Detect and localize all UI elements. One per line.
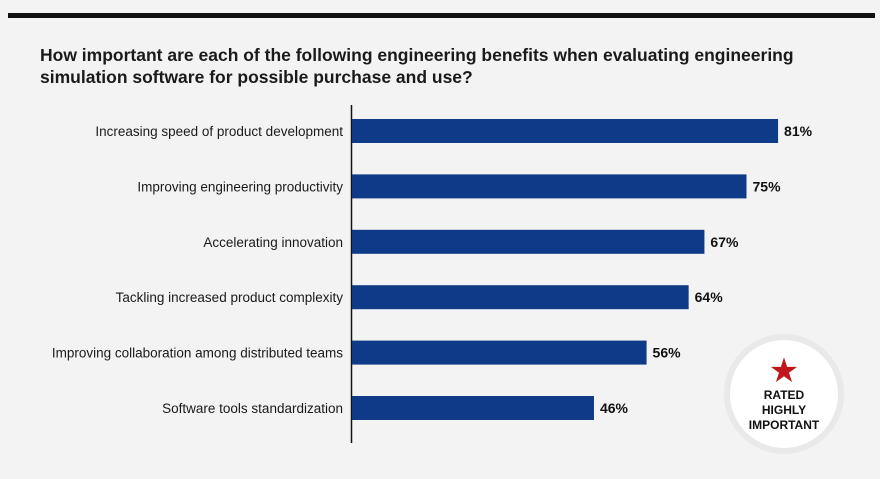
category-label: Accelerating innovation [203,235,343,250]
value-label: 46% [600,400,629,416]
category-label: Tackling increased product complexity [116,290,344,305]
category-label: Increasing speed of product development [95,124,343,139]
bar [352,229,705,254]
value-label: 81% [784,123,813,139]
star-icon: ★ [768,350,800,391]
bar [352,285,689,310]
value-label: 56% [653,345,682,361]
top-rule [8,13,875,18]
bar [352,119,779,143]
value-label: 75% [753,178,782,194]
category-label: Improving collaboration among distribute… [52,346,343,361]
rated-highly-important-badge: ★ RATED HIGHLY IMPORTANT [724,334,844,454]
bar [352,174,747,199]
badge-text: RATED HIGHLY IMPORTANT [748,387,820,432]
bar [352,396,594,420]
value-label: 64% [695,289,724,305]
category-label: Software tools standardization [162,401,343,416]
category-label: Improving engineering productivity [137,179,343,194]
bar [352,340,647,365]
value-label: 67% [710,234,739,250]
chart-title: How important are each of the following … [40,45,794,87]
